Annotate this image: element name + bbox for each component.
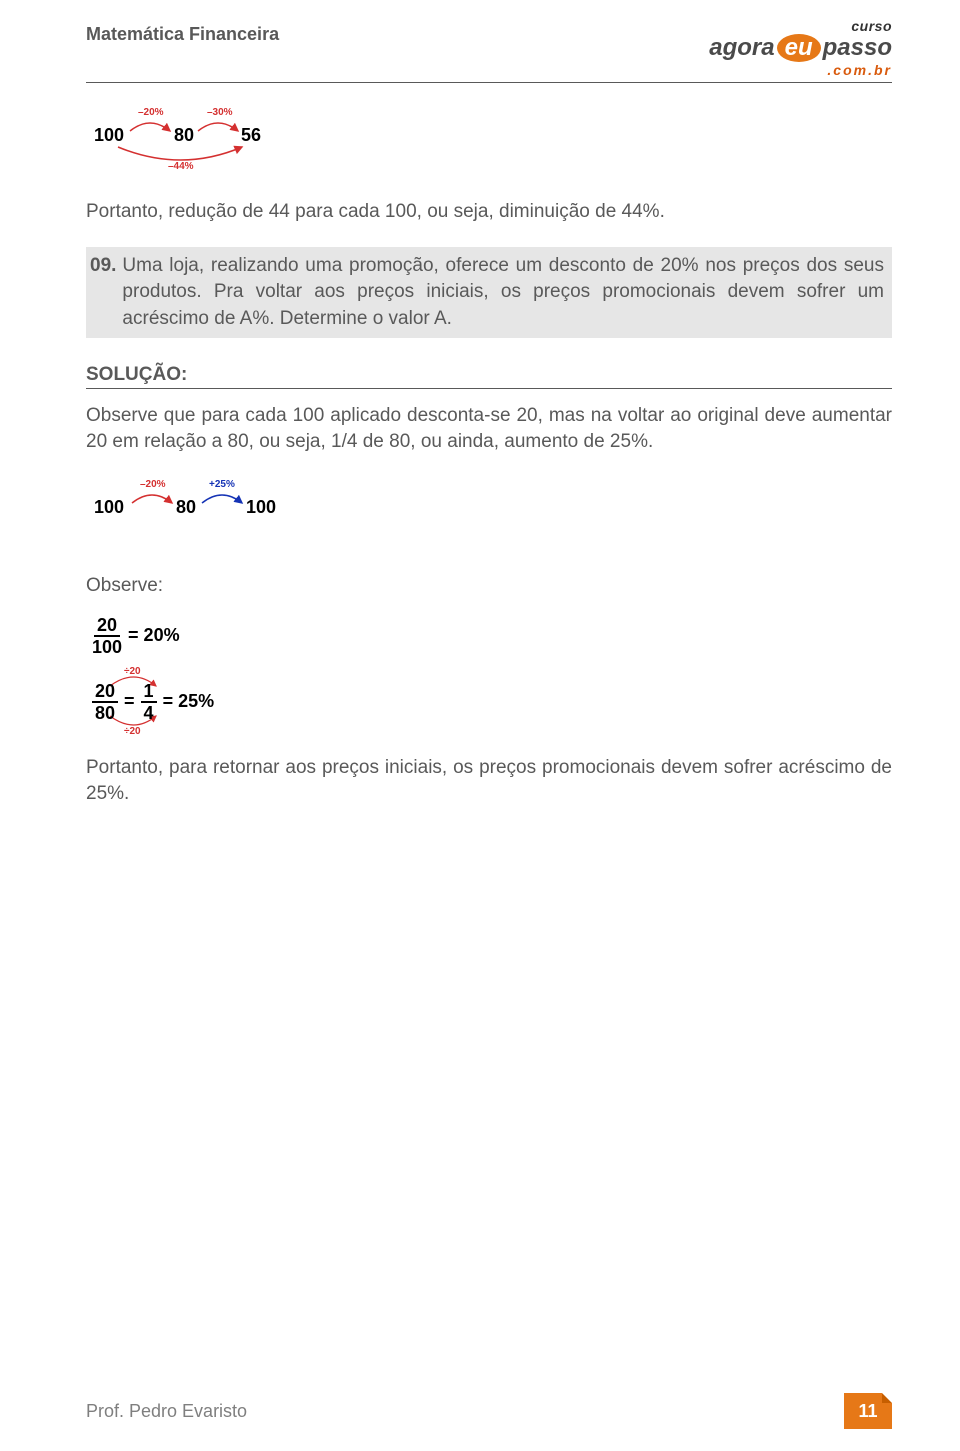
d1-p2: –30% (207, 107, 233, 118)
brand-agora: agora (709, 34, 774, 62)
question-09: 09. Uma loja, realizando uma promoção, o… (86, 247, 892, 338)
footer-author: Prof. Pedro Evaristo (86, 1401, 247, 1422)
d1-arrow2 (198, 123, 238, 131)
eq2-equals-1: = (124, 691, 135, 712)
brand-logo: curso agora eu passo .com.br (709, 18, 892, 78)
eq2-num2: 1 (141, 682, 157, 703)
eq-line-2: 20 80 = 1 4 = 25% (92, 682, 214, 722)
diagram-reverse: 100 80 100 –20% +25% (86, 477, 892, 523)
page-footer: Prof. Pedro Evaristo 11 (86, 1393, 892, 1429)
solucao-heading: SOLUÇÃO: (86, 364, 892, 386)
page-number-badge: 11 (844, 1393, 892, 1429)
solucao-rule (86, 388, 892, 389)
d2-v2: 80 (176, 497, 196, 517)
eq-line-2-wrap: ÷20 ÷20 20 80 = 1 4 = 25% (92, 664, 272, 736)
eq1-rhs: = 20% (128, 625, 180, 646)
frac-20-100: 20 100 (92, 616, 122, 656)
diagram-successive-discounts: 100 80 56 –20% –30% –44% (86, 101, 892, 171)
d1-arrow3 (118, 147, 242, 160)
d1-p1: –20% (138, 107, 164, 118)
brand-top: curso (709, 18, 892, 34)
d2-p2: +25% (209, 479, 235, 490)
d2-p1: –20% (140, 479, 166, 490)
page-number: 11 (858, 1401, 877, 1422)
paragraph-portanto-2: Portanto, para retornar aos preços inici… (86, 755, 892, 807)
eq2-bot-note: ÷20 (124, 726, 141, 736)
question-text: Uma loja, realizando uma promoção, ofere… (122, 253, 884, 332)
d1-v3: 56 (241, 125, 261, 145)
brand-dotcom: .com.br (709, 62, 892, 78)
brand-eu: eu (777, 34, 821, 62)
page-header: Matemática Financeira curso agora eu pas… (86, 18, 892, 78)
d1-v2: 80 (174, 125, 194, 145)
eq-line-1: 20 100 = 20% (92, 616, 892, 656)
paragraph-observe-1: Observe que para cada 100 aplicado desco… (86, 403, 892, 455)
d1-arrow1 (130, 123, 170, 131)
d2-v1: 100 (94, 497, 124, 517)
d1-p3: –44% (168, 161, 194, 171)
eq1-den: 100 (92, 637, 122, 656)
frac-1-4: 1 4 (141, 682, 157, 722)
brand-mid: agora eu passo (709, 34, 892, 62)
eq2-top-note: ÷20 (124, 666, 141, 677)
eq2-den2: 4 (144, 703, 154, 722)
equation-block: 20 100 = 20% ÷20 ÷20 20 80 = (92, 616, 892, 741)
d2-v3: 100 (246, 497, 276, 517)
observe-label: Observe: (86, 573, 892, 599)
frac-20-80: 20 80 (92, 682, 118, 722)
doc-title: Matemática Financeira (86, 18, 279, 45)
header-rule (86, 82, 892, 83)
eq2-den1: 80 (95, 703, 115, 722)
d1-v1: 100 (94, 125, 124, 145)
paragraph-portanto-1: Portanto, redução de 44 para cada 100, o… (86, 199, 892, 225)
brand-passo: passo (823, 34, 892, 62)
question-number: 09. (86, 253, 116, 332)
d2-arrow2 (202, 495, 242, 503)
eq1-num: 20 (94, 616, 120, 637)
d2-arrow1 (132, 495, 172, 503)
eq2-num1: 20 (92, 682, 118, 703)
eq2-rhs: = 25% (163, 691, 215, 712)
